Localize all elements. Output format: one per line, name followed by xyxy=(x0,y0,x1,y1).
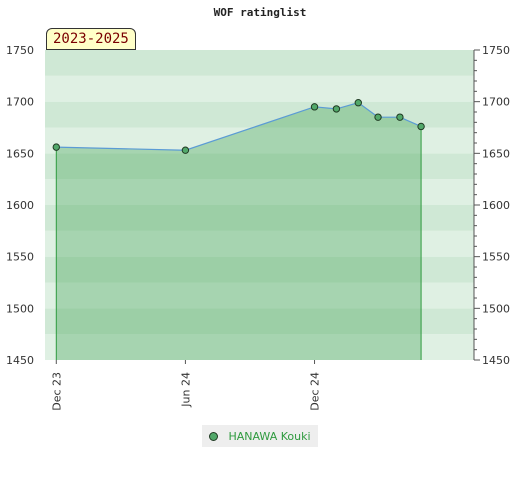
band xyxy=(45,153,474,180)
y-tick-label-right: 1550 xyxy=(482,251,510,264)
band xyxy=(45,205,474,231)
y-tick-label-left: 1650 xyxy=(6,147,34,160)
data-point[interactable] xyxy=(374,113,382,121)
data-point[interactable] xyxy=(354,99,362,107)
x-axis: Dec 23 Jun 24 Dec 24 xyxy=(50,360,322,411)
legend[interactable]: HANAWA Kouki xyxy=(202,425,318,447)
band xyxy=(45,282,474,309)
data-point[interactable] xyxy=(396,113,404,121)
data-point[interactable] xyxy=(310,103,319,111)
y-axis-left: 1450 1500 1550 1600 1650 1700 1750 xyxy=(6,44,34,367)
chart-title: WOF ratinglist xyxy=(213,6,307,19)
data-point[interactable] xyxy=(181,146,190,154)
y-tick-label-right: 1700 xyxy=(482,96,510,109)
band xyxy=(45,308,474,335)
y-tick-label-right: 1600 xyxy=(482,199,510,212)
x-tick-label: Dec 23 xyxy=(50,372,63,411)
y-tick-label-left: 1750 xyxy=(6,44,34,57)
drop-lines xyxy=(55,126,422,360)
band xyxy=(45,334,474,360)
background-bands xyxy=(45,50,474,360)
legend-marker-icon xyxy=(209,431,219,441)
y-tick-label-right: 1650 xyxy=(482,147,510,160)
y-axis-right: 1450 1500 1550 1600 1650 1700 1750 xyxy=(473,44,510,367)
rating-area xyxy=(56,102,422,360)
y-tick-label-left: 1600 xyxy=(6,199,34,212)
band xyxy=(45,256,474,283)
band xyxy=(45,75,474,102)
band xyxy=(45,50,474,76)
period-badge: 2023-2025 xyxy=(46,28,136,50)
x-tick-label: Jun 24 xyxy=(179,372,192,408)
band xyxy=(45,179,474,205)
y-tick-label-right: 1500 xyxy=(482,302,510,315)
legend-label: HANAWA Kouki xyxy=(228,429,311,443)
y-tick-label-left: 1550 xyxy=(6,251,34,264)
x-tick-label: Dec 24 xyxy=(309,372,322,411)
band xyxy=(45,230,474,257)
data-points xyxy=(52,99,425,154)
data-point[interactable] xyxy=(417,122,425,131)
y-tick-label-right: 1450 xyxy=(482,354,510,367)
data-point[interactable] xyxy=(332,105,341,113)
y-tick-label-right: 1750 xyxy=(482,44,510,57)
data-point[interactable] xyxy=(52,143,60,151)
y-tick-label-left: 1450 xyxy=(6,354,34,367)
y-tick-label-left: 1700 xyxy=(6,96,34,109)
y-tick-label-left: 1500 xyxy=(6,302,34,315)
